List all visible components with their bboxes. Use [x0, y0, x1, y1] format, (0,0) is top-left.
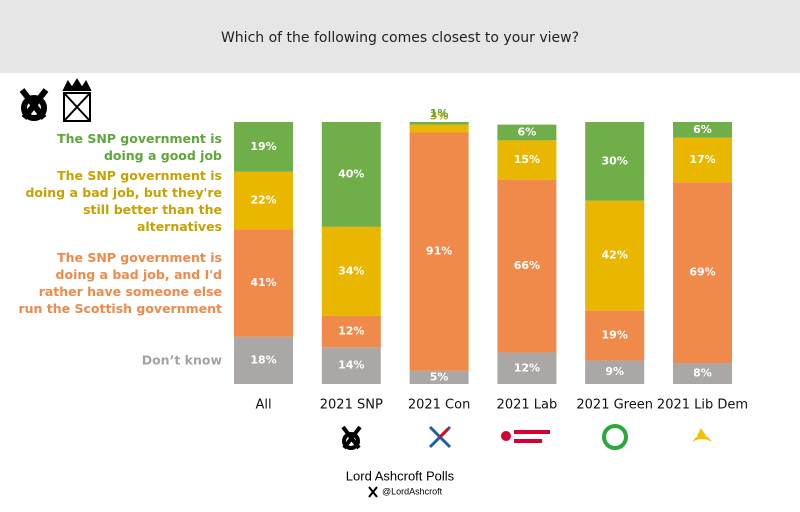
- value-label: 18%: [250, 353, 276, 366]
- bar-segment: [234, 171, 293, 230]
- value-label: 5%: [430, 370, 449, 383]
- bar-segment: [409, 124, 469, 133]
- legend-label: The SNP government is doing a bad job, b…: [25, 167, 222, 234]
- bar-segment: [321, 122, 381, 227]
- value-label: 42%: [602, 249, 628, 262]
- value-label: 19%: [602, 329, 628, 342]
- bar-segment: [497, 352, 557, 384]
- legend-label: The SNP government is doing a bad job, a…: [18, 250, 222, 317]
- value-label: 41%: [250, 276, 276, 289]
- x-tick-label: 2021 SNP: [320, 398, 383, 413]
- bar-segment: [321, 226, 381, 316]
- x-tick-label: 2021 Con: [408, 398, 471, 413]
- value-label: 1%: [430, 107, 449, 120]
- value-label: 8%: [693, 367, 712, 380]
- value-label: 91%: [426, 245, 452, 258]
- value-label: 69%: [689, 266, 715, 279]
- bar-segment: [585, 200, 645, 311]
- bar-segment: [409, 370, 469, 384]
- party-logos: [341, 424, 712, 450]
- bar-segment: [585, 310, 645, 361]
- value-label: 15%: [514, 153, 540, 166]
- value-label: 3%: [430, 110, 449, 123]
- bar-segment: [673, 182, 732, 364]
- bar-segment: [234, 122, 293, 172]
- value-label: 40%: [338, 167, 364, 180]
- bar-segment: [497, 179, 557, 353]
- bar-segment: [673, 363, 732, 384]
- x-tick-label: 2021 Lab: [497, 398, 558, 413]
- value-label: 14%: [338, 359, 364, 372]
- bar-segment: [673, 137, 732, 183]
- value-label: 66%: [514, 259, 540, 272]
- chart-title: Which of the following comes closest to …: [221, 30, 579, 46]
- x-tick-label: All: [255, 398, 271, 413]
- bar-segment: [321, 347, 381, 384]
- x-logo: [368, 486, 378, 498]
- header-band: [0, 0, 800, 73]
- bar-segment: [409, 122, 469, 125]
- value-label: 12%: [338, 325, 364, 338]
- footer-handle: @LordAshcroft: [382, 486, 443, 496]
- value-label: 12%: [514, 361, 540, 374]
- value-label: 22%: [250, 194, 276, 207]
- bar-segment: [585, 360, 645, 384]
- value-label: 17%: [689, 153, 715, 166]
- x-tick-label: 2021 Green: [576, 398, 653, 413]
- bar-segment: [234, 336, 293, 384]
- bar-segment: [321, 315, 381, 348]
- bar-segment: [585, 122, 645, 201]
- legend-label: The SNP government is doing a good job: [57, 130, 222, 163]
- snp-logo: [19, 88, 49, 121]
- value-label: 19%: [250, 140, 276, 153]
- bar-segment: [497, 140, 557, 180]
- value-label: 6%: [518, 125, 537, 138]
- value-label: 34%: [338, 264, 364, 277]
- value-label: 30%: [602, 154, 628, 167]
- value-label: 6%: [693, 123, 712, 136]
- legend-label: Don’t know: [141, 352, 222, 368]
- bar-segment: [673, 122, 732, 138]
- value-label: 9%: [605, 365, 624, 378]
- bar-segment: [409, 132, 469, 371]
- bar-segment: [234, 229, 293, 337]
- footer-source: Lord Ashcroft Polls: [346, 468, 455, 483]
- x-tick-label: 2021 Lib Dem: [657, 398, 748, 413]
- gov-logo: [62, 78, 92, 122]
- bar-segment: [497, 124, 557, 141]
